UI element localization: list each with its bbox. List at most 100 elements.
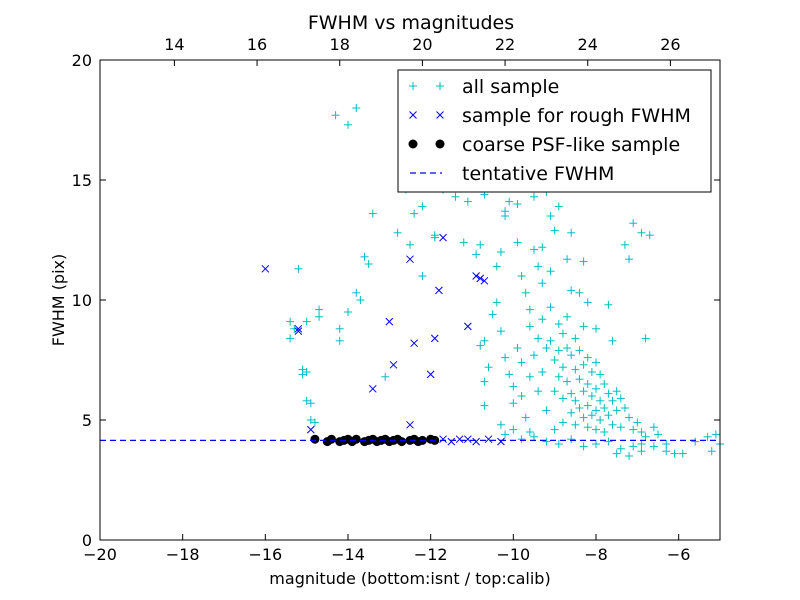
series-1-point-8-d2 <box>410 339 418 348</box>
series-0-point-42 <box>476 240 485 249</box>
series-0-point-187 <box>703 432 712 441</box>
series-1-point-2 <box>294 324 303 333</box>
series-0-point-24 <box>368 209 377 218</box>
series-0-point-159 <box>620 404 629 412</box>
series-0-point-161 <box>629 425 638 434</box>
series-1-point-20 <box>472 437 480 446</box>
series-0-point-108 <box>550 387 559 396</box>
series-0-point-94 <box>517 392 526 400</box>
series-0-point-182 <box>649 442 658 451</box>
series-0-point-54 <box>505 197 514 206</box>
series-1-point-11 <box>430 334 439 343</box>
series-1-point-4-d2 <box>368 384 377 393</box>
series-1-point-11-d2 <box>430 334 439 343</box>
series-0-point-141 <box>592 358 600 367</box>
series-0-point-192 <box>625 452 634 460</box>
series-0-point-158 <box>616 423 625 432</box>
top-tick-label-4: 22 <box>495 35 515 54</box>
series-1-point-3 <box>306 425 315 434</box>
series-0-point-59 <box>525 305 534 314</box>
series-0-point-164 <box>641 432 650 441</box>
y-axis-label: FWHM (pix) <box>49 254 68 347</box>
series-0-point-151 <box>604 389 613 398</box>
series-0-point-143 <box>592 406 600 415</box>
series-0-point-133 <box>579 413 588 422</box>
series-0-point-147 <box>596 416 605 424</box>
series-0-point-44 <box>476 341 485 350</box>
series-0-point-109 <box>550 425 559 434</box>
series-0-point-178 <box>604 437 613 446</box>
series-0-point-175 <box>567 435 576 444</box>
series-1-point-2-d2 <box>294 324 303 333</box>
series-0-point-173 <box>542 437 551 446</box>
series-0-point-184 <box>670 449 679 458</box>
series-0-point-113 <box>558 329 567 338</box>
series-0-point-125 <box>571 396 580 405</box>
series-0-point-138 <box>587 368 596 376</box>
series-1-point-21 <box>484 435 493 444</box>
series-0-point-21 <box>356 296 365 304</box>
series-0-point-181 <box>637 440 646 448</box>
series-0-point-145 <box>596 370 605 379</box>
series-0-point-191 <box>612 449 621 458</box>
series-0-point-67 <box>546 212 555 220</box>
series-0-point-177 <box>592 440 600 448</box>
series-1-point-22 <box>497 437 505 446</box>
x-tick-label-3: −14 <box>331 545 365 564</box>
legend-label-1: sample for rough FWHM <box>462 105 691 127</box>
series-0-point-26 <box>393 228 402 237</box>
series-0-point-5 <box>290 324 299 333</box>
y-tick-label-3: 15 <box>72 171 92 190</box>
series-0-point-57 <box>517 272 526 280</box>
series-1-point-16-d2 <box>476 274 485 283</box>
series-0-point-51 <box>496 248 505 256</box>
series-1-point-10-d2 <box>426 370 435 379</box>
series-0-point-89 <box>505 370 514 379</box>
series-0-point-12 <box>298 370 307 379</box>
series-0-point-81 <box>625 255 634 264</box>
series-0-point-25 <box>381 372 390 381</box>
series-1-point-9-d2 <box>406 420 414 429</box>
series-1-point-19 <box>464 435 472 444</box>
series-0-point-95 <box>521 413 530 422</box>
series-0-point-23 <box>364 260 373 268</box>
series-1-point-3-d2 <box>306 425 315 434</box>
series-1-point-6 <box>389 360 398 369</box>
series-0-point-144 <box>592 425 600 434</box>
series-0-point-132 <box>579 387 588 396</box>
series-0-point-157 <box>616 394 625 403</box>
series-0-point-172 <box>530 432 538 441</box>
series-0-point-31 <box>418 272 427 280</box>
series-0-point-85 <box>641 334 650 343</box>
series-0-point-183 <box>662 447 671 456</box>
series-0 <box>286 104 724 460</box>
legend-label-0: all sample <box>462 76 559 98</box>
series-0-point-117 <box>563 312 572 321</box>
top-tick-label-3: 20 <box>412 35 432 54</box>
series-1-point-24 <box>439 435 447 444</box>
series-0-point-58 <box>521 288 530 297</box>
series-0-point-18 <box>335 336 344 345</box>
series-0-point-3 <box>294 264 303 273</box>
series-1-point-9 <box>406 420 414 429</box>
series-0-point-72 <box>567 228 576 237</box>
series-1-point-0 <box>261 264 270 273</box>
chart-title: FWHM vs magnitudes <box>308 12 514 34</box>
series-0-point-49 <box>488 310 497 319</box>
data-layer <box>100 104 724 460</box>
series-0-point-107 <box>550 356 559 364</box>
series-0-point-48 <box>484 363 493 372</box>
series-0-point-104 <box>542 406 551 415</box>
series-1-point-23 <box>447 437 456 446</box>
series-1-point-23-d2 <box>447 437 456 446</box>
series-1-point-4 <box>368 384 377 393</box>
series-1-point-13-d2 <box>439 233 447 242</box>
series-1-point-1 <box>294 327 303 336</box>
series-1-point-21-d2 <box>484 435 493 444</box>
series-0-point-88 <box>501 353 510 362</box>
series-0-point-128 <box>575 375 584 384</box>
legend-marker-2 <box>408 139 445 149</box>
series-0-point-70 <box>554 202 563 211</box>
series-0-point-83 <box>637 228 646 237</box>
